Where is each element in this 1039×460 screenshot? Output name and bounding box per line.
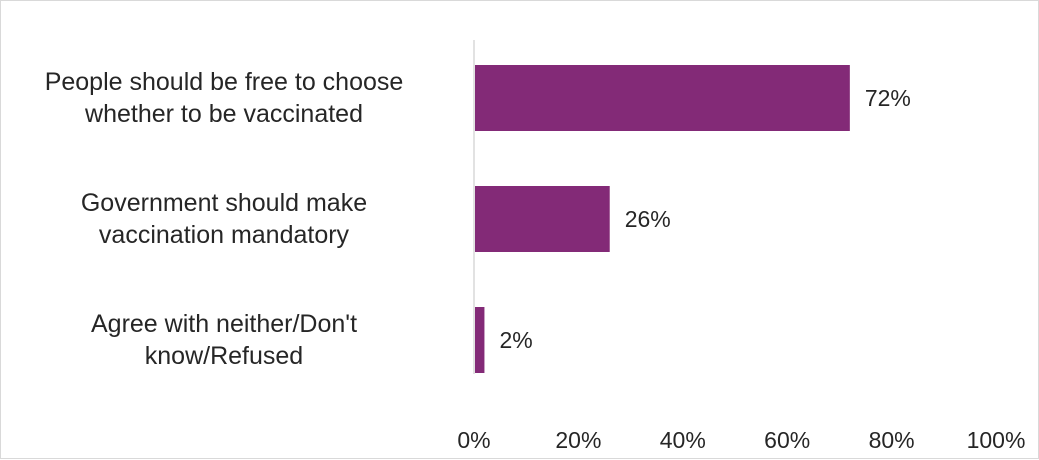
x-tick-label: 60% — [764, 427, 810, 453]
category-label-line: vaccination mandatory — [99, 221, 350, 249]
data-label: 26% — [625, 206, 671, 232]
category-label: Government should make vaccination mandat… — [81, 189, 367, 249]
x-tick-label: 40% — [660, 427, 706, 453]
category-labels: People should be free to choose whether t… — [45, 68, 404, 370]
x-tick-label: 100% — [967, 427, 1026, 453]
category-label: People should be free to choose whether t… — [45, 68, 404, 128]
data-label: 2% — [499, 327, 532, 353]
x-tick-labels: 0% 20% 40% 60% 80% 100% — [457, 427, 1025, 453]
bar — [475, 186, 610, 252]
category-label-line: Agree with neither/Don't — [91, 310, 357, 338]
bar — [475, 307, 485, 373]
category-label-line: whether to be vaccinated — [84, 100, 363, 128]
bar — [475, 65, 850, 131]
x-tick-label: 0% — [457, 427, 490, 453]
category-label-line: People should be free to choose — [45, 68, 404, 96]
data-label: 72% — [865, 85, 911, 111]
category-label-line: Government should make — [81, 189, 367, 217]
category-label-line: know/Refused — [145, 342, 303, 370]
bars — [475, 65, 850, 373]
x-tick-label: 80% — [869, 427, 915, 453]
category-label: Agree with neither/Don't know/Refused — [91, 310, 357, 370]
x-tick-label: 20% — [555, 427, 601, 453]
data-labels: 72% 26% 2% — [499, 85, 910, 353]
